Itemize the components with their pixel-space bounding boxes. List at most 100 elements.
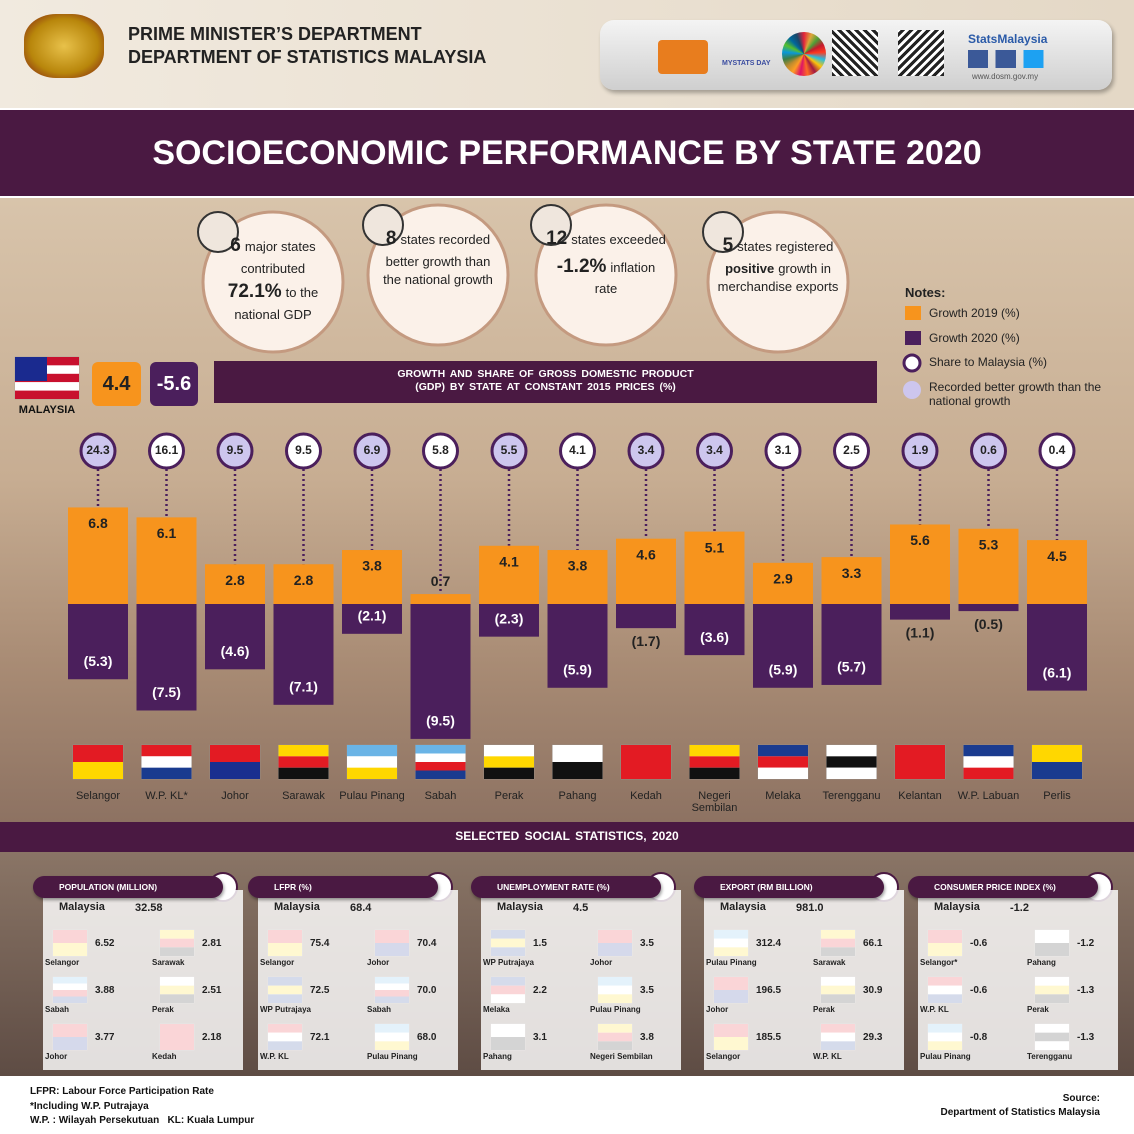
share-label: 24.3	[86, 443, 110, 457]
flag-stripe	[552, 762, 603, 779]
panel-item-name: Selangor	[260, 958, 295, 967]
malaysia-growth-2019: 4.4	[92, 362, 141, 406]
x-tick-label: Sarawak	[282, 790, 325, 802]
value-label: 3.8	[362, 558, 382, 574]
highlight-text: 12 states exceeded -1.2% inflation rate	[544, 225, 668, 299]
bar	[342, 550, 402, 604]
panel-title: LFPR (%)	[248, 876, 438, 898]
panel-item-value: 3.1	[533, 1032, 547, 1043]
share-label: 5.8	[432, 443, 449, 457]
flag-stripe	[415, 753, 466, 762]
panel-item-value: 30.9	[863, 985, 883, 996]
flag	[1031, 744, 1083, 780]
highlight-strong: 72.1%	[227, 281, 282, 303]
value-label: (5.7)	[837, 659, 866, 675]
panel-item-value: 3.77	[95, 1032, 115, 1043]
share-marker	[285, 432, 322, 470]
url: www.dosm.gov.my	[972, 72, 1039, 81]
x-tick-label: Kedah	[630, 790, 662, 802]
x-tick-label: W.P. Labuan	[957, 790, 1020, 802]
legend-label: Recorded better growth than the national…	[929, 380, 1102, 408]
panel-item-name: Kedah	[152, 1052, 177, 1061]
flag-stripe	[415, 745, 466, 754]
highlight-lead: 6	[230, 235, 241, 256]
x-tick-label: Perlis	[1043, 790, 1071, 802]
panel-item-name: WP Putrajaya	[483, 958, 534, 967]
share-label: 1.9	[912, 443, 929, 457]
flag-stripe	[963, 745, 1014, 757]
x-tick-label: Negeri Sembilan	[691, 790, 738, 815]
bar	[890, 524, 950, 604]
highlight-strong: -1.2%	[556, 255, 607, 277]
panel-item-value: 3.5	[640, 938, 654, 949]
value-label: 3.8	[568, 558, 588, 574]
panel-item-value: 3.5	[640, 985, 654, 996]
panel-item-name: Pulau Pinang	[590, 1005, 641, 1014]
flag	[757, 744, 809, 780]
source: Department of Statistics Malaysia	[940, 1107, 1101, 1118]
bar	[342, 604, 402, 634]
flag	[826, 744, 877, 780]
flag-stripe	[73, 762, 123, 779]
logo-box: MYSTATS DAY StatsMalaysia www.dosm.gov.m…	[600, 20, 1112, 90]
source-label: Source:	[1062, 1093, 1100, 1104]
highlight-strong: positive	[725, 260, 775, 276]
bar	[273, 604, 334, 705]
bar	[136, 604, 197, 711]
flag	[141, 744, 192, 780]
value-label: (5.9)	[769, 661, 798, 677]
flag-stripe	[621, 745, 671, 779]
flag	[620, 744, 672, 780]
panel-item-value: 312.4	[756, 938, 782, 949]
qr-code	[898, 30, 944, 76]
panel-item-name: Johor	[706, 1005, 729, 1014]
share-marker	[148, 432, 185, 470]
share-label: 9.5	[295, 443, 312, 457]
highlight-icon	[362, 204, 404, 246]
panel-item-value: 2.18	[202, 1032, 222, 1043]
legend-label: Share to Malaysia (%)	[929, 355, 1048, 369]
value-label: (2.1)	[358, 608, 387, 624]
panel-title: POPULATION (MILLION)	[33, 876, 223, 898]
footnote: *Including W.P. Putrajaya	[30, 1101, 149, 1112]
flag-stripe	[484, 767, 534, 779]
panel-item-value: 3.8	[640, 1032, 654, 1043]
value-label: 6.8	[88, 515, 108, 531]
panel-item-name: Perak	[813, 1005, 835, 1014]
panel-item-value: 70.4	[417, 938, 437, 949]
panel-malaysia-label: Malaysia	[934, 901, 980, 913]
highlight-rest: to the national GDP	[234, 285, 319, 322]
malaysia-growth-2020: -5.6	[150, 362, 198, 406]
flag-stripe	[963, 767, 1014, 779]
flag-stripe	[347, 745, 397, 757]
value-label: (7.1)	[289, 679, 318, 695]
flag-stripe	[689, 767, 740, 779]
highlight-body: states exceeded	[571, 232, 666, 247]
highlight-rest: inflation rate	[594, 259, 656, 297]
value-label: 4.1	[499, 553, 519, 569]
panel-item-name: W.P. KL	[920, 1005, 949, 1014]
bar	[821, 604, 882, 685]
value-label: 2.8	[225, 572, 245, 588]
value-label: (1.7)	[632, 633, 661, 649]
emblem	[24, 14, 104, 78]
panel-title: CONSUMER PRICE INDEX (%)	[908, 876, 1098, 898]
section-title: SELECTED SOCIAL STATISTICS, 2020	[455, 829, 679, 843]
panel-item-value: 3.88	[95, 985, 115, 996]
bar	[1027, 540, 1087, 604]
flag	[72, 744, 124, 780]
panel-item-value: 2.81	[202, 938, 222, 949]
highlight-rest: growth in merchandise exports	[717, 260, 839, 295]
highlight-lead: 8	[385, 228, 397, 249]
share-marker	[970, 432, 1007, 470]
flag-stripe	[141, 767, 192, 779]
value-label: 0.7	[431, 573, 451, 589]
value-label: 5.6	[910, 532, 930, 548]
flag-stripe	[963, 756, 1014, 768]
flag-stripe	[689, 745, 740, 757]
bar	[410, 594, 471, 604]
highlight-icon	[702, 211, 744, 253]
flag-stripe	[73, 745, 123, 762]
flag-stripe	[758, 756, 808, 768]
header-line1: PRIME MINISTER’S DEPARTMENT	[128, 24, 422, 44]
